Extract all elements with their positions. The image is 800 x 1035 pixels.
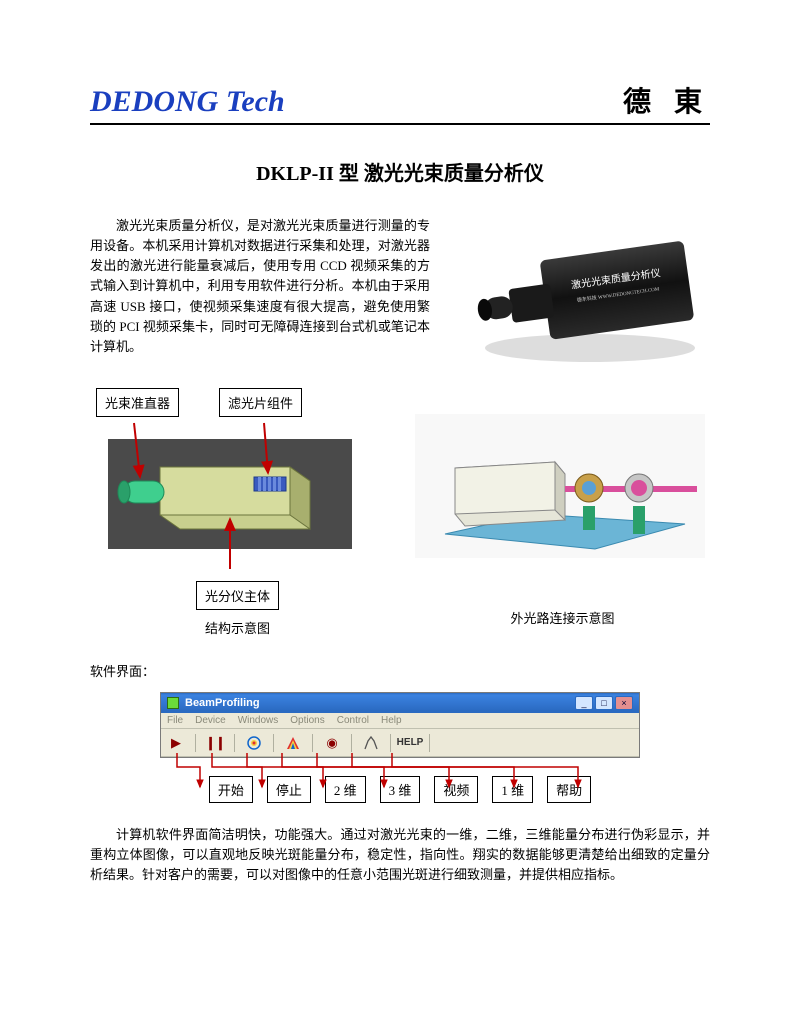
annot-collimator: 光束准直器: [96, 388, 179, 417]
view-2d-icon[interactable]: [245, 734, 263, 752]
menu-help[interactable]: Help: [381, 715, 402, 726]
toolbar-labels: 开始 停止 2 维 3 维 视频 1 维 帮助: [90, 776, 710, 803]
label-help: 帮助: [547, 776, 591, 803]
external-diagram: [415, 414, 705, 569]
menu-options[interactable]: Options: [290, 715, 324, 726]
product-photo: 激光光束质量分析仪 德东科技 WWW.DEDONGTECH.COM: [450, 216, 710, 376]
intro-paragraph: 激光光束质量分析仪，是对激光光束质量进行测量的专用设备。本机采用计算机对数据进行…: [90, 216, 430, 376]
structure-diagram: [90, 419, 370, 574]
window-title: BeamProfiling: [185, 697, 569, 709]
menu-file[interactable]: File: [167, 715, 183, 726]
label-stop: 停止: [267, 776, 311, 803]
caption-external: 外光路连接示意图: [415, 608, 710, 627]
software-window: BeamProfiling _ □ × File Device Windows …: [160, 692, 640, 758]
app-icon: [167, 697, 179, 709]
annot-body: 光分仪主体: [196, 581, 279, 610]
video-icon[interactable]: ◉: [323, 734, 341, 752]
menu-windows[interactable]: Windows: [238, 715, 279, 726]
software-block: BeamProfiling _ □ × File Device Windows …: [90, 692, 710, 803]
help-icon[interactable]: HELP: [401, 734, 419, 752]
header: DEDONG Tech 德 東: [90, 80, 710, 125]
menu-control[interactable]: Control: [337, 715, 369, 726]
start-icon[interactable]: ▶: [167, 734, 185, 752]
window-menu: File Device Windows Options Control Help: [161, 713, 639, 729]
minimize-button[interactable]: _: [575, 696, 593, 710]
brand-en: DEDONG Tech: [90, 85, 285, 119]
view-1d-icon[interactable]: [362, 734, 380, 752]
caption-structure: 结构示意图: [90, 618, 385, 637]
window-toolbar: ▶ ❙❙ ◉ HELP: [161, 729, 639, 757]
annot-filter: 滤光片组件: [219, 388, 302, 417]
page-title: DKLP-II 型 激光光束质量分析仪: [90, 157, 710, 186]
close-button[interactable]: ×: [615, 696, 633, 710]
label-1d: 1 维: [492, 776, 533, 803]
paragraph-2: 计算机软件界面简洁明快，功能强大。通过对激光光束的一维，二维，三维能量分布进行伪…: [90, 825, 710, 885]
section-software-label: 软件界面：: [90, 661, 710, 680]
label-3d: 3 维: [380, 776, 421, 803]
maximize-button[interactable]: □: [595, 696, 613, 710]
label-2d: 2 维: [325, 776, 366, 803]
window-titlebar: BeamProfiling _ □ ×: [161, 693, 639, 713]
view-3d-icon[interactable]: [284, 734, 302, 752]
brand-cn: 德 東: [623, 80, 710, 120]
menu-device[interactable]: Device: [195, 715, 226, 726]
stop-icon[interactable]: ❙❙: [206, 734, 224, 752]
label-start: 开始: [209, 776, 253, 803]
label-video: 视频: [434, 776, 478, 803]
